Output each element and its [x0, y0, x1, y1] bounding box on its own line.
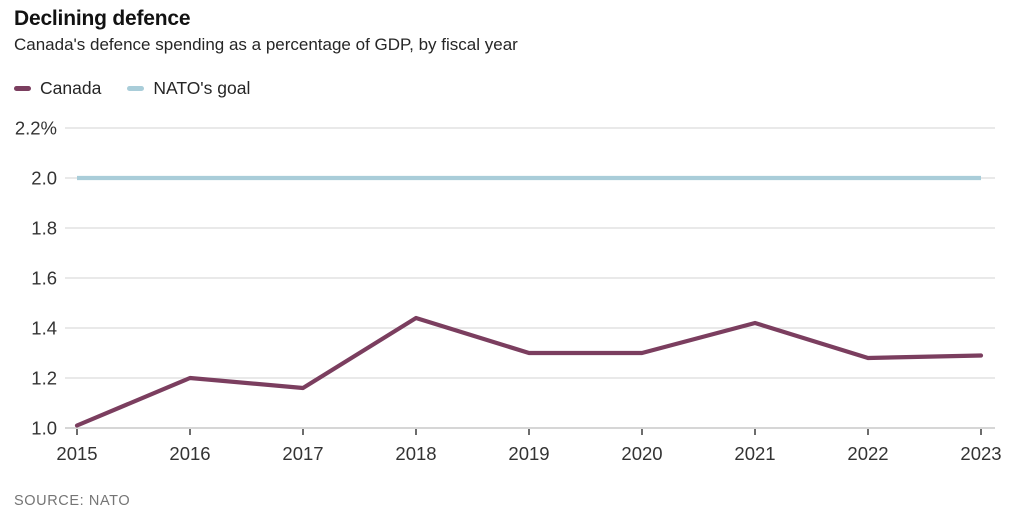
legend-item-nato-goal: NATO's goal [127, 78, 250, 99]
y-axis-label: 1.6 [31, 268, 57, 289]
x-axis-label: 2018 [395, 443, 436, 464]
legend-item-canada: Canada [14, 78, 101, 99]
y-axis-label: 2.0 [31, 168, 57, 189]
chart-title: Declining defence [14, 7, 191, 30]
canada-line-swatch [14, 86, 31, 91]
x-axis-label: 2019 [508, 443, 549, 464]
legend: Canada NATO's goal [14, 78, 250, 99]
y-axis-label: 1.4 [31, 318, 57, 339]
x-axis-label: 2022 [847, 443, 888, 464]
x-axis-label: 2021 [734, 443, 775, 464]
x-axis-label: 2015 [56, 443, 97, 464]
canada-series-line [74, 315, 984, 428]
legend-label-nato-goal: NATO's goal [153, 78, 251, 98]
y-axis-label: 1.0 [31, 418, 57, 439]
x-axis-label: 2023 [960, 443, 1001, 464]
x-axis-label: 2017 [282, 443, 323, 464]
x-axis-label: 2020 [621, 443, 662, 464]
nato-goal-line-swatch [127, 86, 145, 91]
chart-subtitle: Canada's defence spending as a percentag… [14, 35, 518, 54]
y-axis-label: 2.2% [15, 118, 57, 139]
x-axis-label: 2016 [169, 443, 210, 464]
y-axis-label: 1.8 [31, 218, 57, 239]
legend-label-canada: Canada [40, 78, 102, 98]
source-note: SOURCE: NATO [14, 493, 131, 509]
y-axis-label: 1.2 [31, 368, 57, 389]
